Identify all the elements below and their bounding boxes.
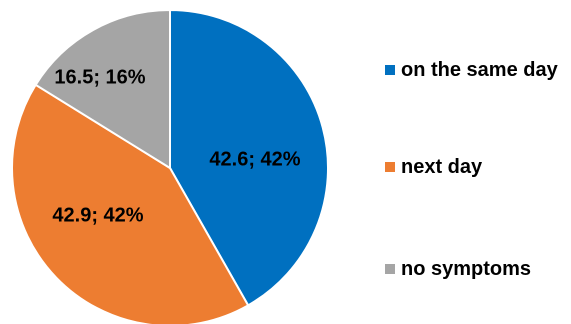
- legend-swatch-no-symptoms: [385, 264, 395, 274]
- legend-item-next-day: next day: [385, 155, 482, 179]
- pie-slice-no-symptoms: [34, 8, 171, 170]
- legend-item-no-symptoms: no symptoms: [385, 257, 531, 281]
- data-label-next-day: 42.9; 42%: [52, 204, 143, 226]
- legend-label-same-day: on the same day: [401, 58, 558, 81]
- legend-swatch-same-day: [385, 65, 395, 75]
- data-label-same-day: 42.6; 42%: [209, 148, 300, 170]
- legend-label-no-symptoms: no symptoms: [401, 257, 532, 280]
- chart-legend: on the same day next day no symptoms: [385, 0, 571, 324]
- data-label-no-symptoms: 16.5; 16%: [54, 66, 145, 88]
- legend-label-next-day: next day: [401, 155, 483, 178]
- legend-item-same-day: on the same day: [385, 58, 558, 82]
- legend-swatch-next-day: [385, 162, 395, 172]
- pie-slice-same-day: [169, 8, 330, 307]
